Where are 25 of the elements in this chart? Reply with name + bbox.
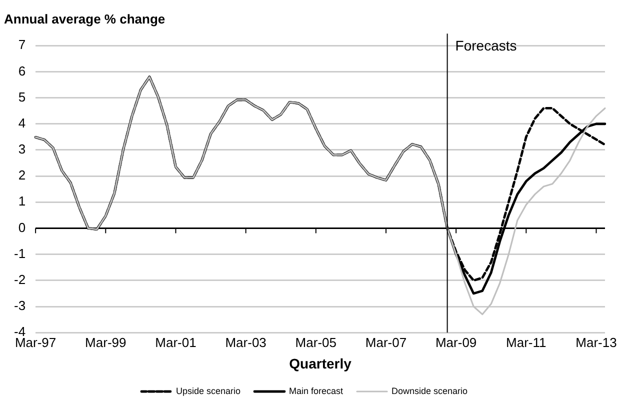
x-tick-label: Mar-99 bbox=[85, 334, 126, 350]
legend-label: Upside scenario bbox=[176, 386, 240, 396]
y-tick-label: -3 bbox=[14, 298, 26, 314]
y-tick-label: 5 bbox=[18, 89, 26, 104]
x-tick-label: Mar-05 bbox=[295, 334, 336, 350]
x-tick-label: Mar-01 bbox=[155, 334, 196, 350]
y-tick-label: 4 bbox=[18, 115, 26, 130]
x-tick-label: Mar-07 bbox=[365, 334, 407, 350]
x-axis-title: Quarterly bbox=[289, 355, 352, 372]
y-tick-label: -2 bbox=[14, 272, 26, 287]
y-tick-label: -1 bbox=[14, 246, 26, 261]
y-tick-label: 7 bbox=[18, 37, 26, 52]
annotation: Forecasts bbox=[455, 37, 517, 54]
legend-label: Main forecast bbox=[288, 386, 344, 396]
y-tick-label: 6 bbox=[18, 63, 26, 78]
x-tick-label: Mar-11 bbox=[506, 334, 546, 350]
x-tick-label: Mar-13 bbox=[576, 334, 617, 350]
x-tick-label: Mar-09 bbox=[435, 334, 477, 350]
y-tick-label: 2 bbox=[18, 168, 26, 183]
legend-label: Downside scenario bbox=[392, 386, 468, 396]
x-tick-label: Mar-03 bbox=[225, 334, 266, 350]
y-tick-label: 3 bbox=[18, 142, 26, 157]
y-tick-label: 0 bbox=[18, 220, 26, 235]
y-tick-label: 1 bbox=[18, 194, 26, 209]
y-axis-title: Annual average % change bbox=[4, 11, 166, 26]
